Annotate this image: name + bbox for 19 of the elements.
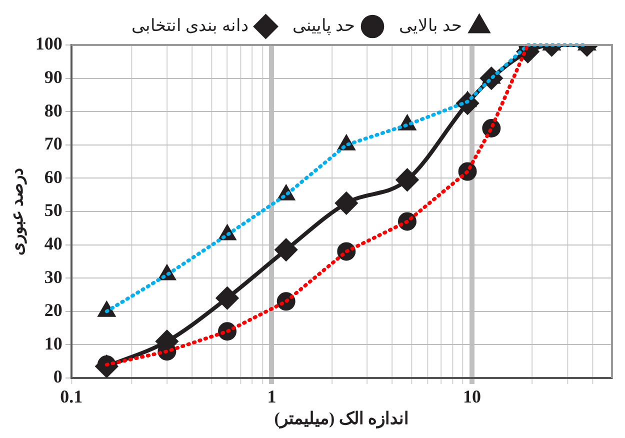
y-tick-label: 60	[44, 166, 62, 187]
legend-label: حد بالایی	[399, 16, 462, 35]
y-tick-label: 10	[44, 333, 62, 354]
x-axis-title: اندازه الک (میلیمتر)	[274, 409, 410, 430]
y-tick-label: 30	[44, 266, 62, 287]
y-tick-label: 70	[44, 134, 62, 154]
x-tick-label: 1	[267, 386, 276, 406]
y-tick-label: 100	[35, 34, 62, 54]
y-tick-label: 0	[53, 366, 62, 387]
y-tick-label: 80	[44, 100, 62, 120]
x-tick-label: 0.1	[60, 386, 83, 406]
y-tick-label: 20	[44, 300, 62, 320]
x-tick-label: 10	[462, 386, 481, 406]
y-tick-label: 50	[44, 200, 62, 220]
legend-label: دانه بندی انتخابی	[131, 16, 249, 35]
y-tick-label: 90	[44, 66, 62, 87]
legend-label: حد پایینی	[292, 16, 356, 36]
y-tick-label: 40	[44, 233, 62, 254]
y-axis-title: درصد عبوری	[8, 167, 28, 256]
